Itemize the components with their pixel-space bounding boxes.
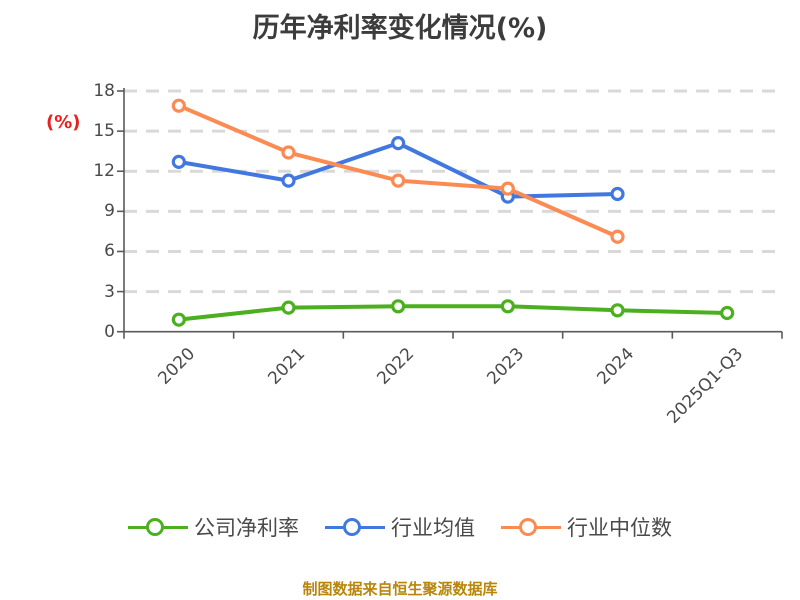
data-point-marker[interactable] [391,299,406,314]
data-point-marker[interactable] [610,229,625,244]
legend-dot-icon [343,518,361,536]
legend-marker-icon [325,514,385,540]
legend-dot-icon [519,518,537,536]
y-axis-tick: 12 [93,161,115,182]
y-axis-label: (%) [46,112,81,133]
data-point-marker[interactable] [610,303,625,318]
y-axis-tick: 3 [104,281,115,302]
data-point-marker[interactable] [610,186,625,202]
y-axis-tick-labels: 0 3 6 9 12 15 18 [58,0,115,600]
y-axis-tick: 0 [104,321,115,342]
legend-dot-icon [146,518,164,536]
chart-footnote: 制图数据来自恒生聚源数据库 [302,580,498,598]
data-point-marker[interactable] [171,312,186,327]
chart-legend: 公司净利率 行业均值 行业中位数 [0,512,800,542]
y-axis-tick: 15 [93,121,115,142]
data-point-marker[interactable] [171,98,186,113]
data-point-marker[interactable] [391,136,406,151]
legend-item[interactable]: 行业中位数 [501,512,672,542]
legend-label: 公司净利率 [194,516,299,540]
y-axis-tick: 9 [104,201,115,222]
data-point-marker[interactable] [171,154,186,169]
series-line [176,304,730,322]
y-axis-tick: 6 [104,241,115,262]
data-point-marker[interactable] [391,173,406,188]
legend-marker-icon [128,514,188,540]
data-point-marker[interactable] [281,173,296,188]
legend-label: 行业中位数 [567,516,672,540]
chart-title: 历年净利率变化情况(%) [252,13,548,44]
data-point-marker[interactable] [720,305,735,321]
legend-marker-icon [501,514,561,540]
legend-item[interactable]: 公司净利率 [128,512,299,542]
legend-item[interactable]: 行业均值 [325,512,475,542]
data-point-marker[interactable] [500,181,515,196]
legend-label: 行业均值 [391,516,475,540]
y-axis-tick: 18 [93,81,115,101]
data-point-marker[interactable] [281,145,296,160]
data-point-marker[interactable] [281,300,296,315]
data-point-marker[interactable] [500,299,515,314]
